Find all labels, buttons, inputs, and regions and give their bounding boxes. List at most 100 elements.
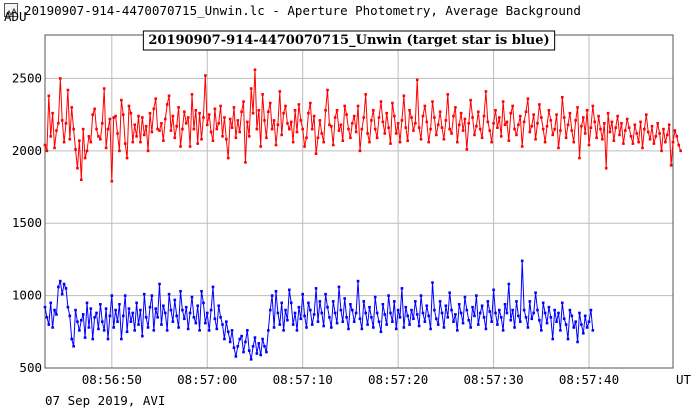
data-point xyxy=(312,114,316,118)
data-point xyxy=(499,135,503,138)
data-point xyxy=(318,119,322,122)
data-point xyxy=(104,146,108,150)
data-point xyxy=(110,294,114,297)
data-point xyxy=(112,326,116,329)
data-point xyxy=(234,355,238,358)
data-point xyxy=(366,132,369,135)
data-point xyxy=(459,311,463,315)
data-point xyxy=(242,100,245,103)
data-point xyxy=(589,126,593,129)
data-point xyxy=(135,301,138,305)
data-point xyxy=(543,140,547,144)
data-point xyxy=(217,304,221,308)
data-point xyxy=(440,311,444,315)
data-point xyxy=(339,308,343,312)
data-point xyxy=(288,127,291,131)
data-point xyxy=(581,116,585,119)
data-point xyxy=(393,114,396,118)
data-point xyxy=(267,329,270,332)
data-point xyxy=(125,156,129,160)
data-point xyxy=(492,122,495,125)
data-point xyxy=(114,308,117,312)
data-point xyxy=(165,329,169,332)
data-point xyxy=(142,133,146,137)
data-point xyxy=(307,111,310,115)
data-point xyxy=(406,139,409,142)
data-point xyxy=(305,136,308,140)
data-point xyxy=(358,149,362,153)
data-point xyxy=(93,316,96,319)
data-point xyxy=(404,305,408,309)
data-point xyxy=(456,140,459,144)
data-point xyxy=(293,311,297,315)
data-point xyxy=(532,113,535,116)
data-point xyxy=(303,314,306,318)
data-point xyxy=(629,135,633,138)
data-point xyxy=(85,149,89,153)
data-point xyxy=(314,287,318,290)
data-point xyxy=(440,126,444,129)
data-point xyxy=(631,142,635,145)
data-point xyxy=(200,289,203,293)
data-point xyxy=(553,127,556,131)
data-point xyxy=(505,311,509,315)
data-point xyxy=(240,334,243,338)
data-point xyxy=(557,311,560,315)
data-point xyxy=(205,311,209,315)
data-point xyxy=(171,320,175,323)
data-point xyxy=(648,137,652,141)
data-point xyxy=(469,98,472,102)
data-point xyxy=(349,136,352,140)
data-point xyxy=(622,142,625,145)
data-point xyxy=(402,326,406,329)
data-point xyxy=(572,326,576,329)
data-point xyxy=(429,327,432,331)
data-point xyxy=(309,101,312,105)
data-point xyxy=(316,320,320,323)
data-point xyxy=(114,114,117,118)
data-point xyxy=(173,136,177,140)
data-point xyxy=(152,107,156,111)
data-point xyxy=(351,122,354,125)
data-point xyxy=(522,120,526,124)
data-point xyxy=(530,124,534,128)
data-point xyxy=(282,329,285,332)
data-point xyxy=(433,308,436,312)
data-point xyxy=(564,136,568,140)
data-point xyxy=(339,123,343,127)
data-point xyxy=(494,108,497,112)
data-point xyxy=(267,110,270,114)
data-point xyxy=(57,122,60,125)
series-line xyxy=(44,69,682,182)
data-point xyxy=(375,136,379,140)
data-point xyxy=(165,103,169,106)
date-footer: 07 Sep 2019, AVI xyxy=(45,393,166,408)
data-point xyxy=(120,337,123,341)
data-point xyxy=(635,132,639,135)
data-point xyxy=(467,318,471,322)
x-tick-label: 08:57:00 xyxy=(177,372,237,387)
data-point xyxy=(79,318,83,322)
data-point xyxy=(465,308,469,312)
data-point xyxy=(322,324,325,328)
data-point xyxy=(568,111,572,115)
data-point xyxy=(286,318,289,322)
data-point xyxy=(244,340,247,344)
data-point xyxy=(169,129,173,132)
data-point xyxy=(173,298,177,302)
data-point xyxy=(144,316,148,319)
data-point xyxy=(72,127,75,131)
data-point xyxy=(102,87,106,90)
data-point xyxy=(442,326,446,329)
data-point xyxy=(93,107,96,111)
data-point xyxy=(188,311,192,315)
data-point xyxy=(207,329,211,332)
data-point xyxy=(473,314,476,318)
data-point xyxy=(280,133,283,137)
data-point xyxy=(366,323,369,326)
data-point xyxy=(142,292,146,296)
data-point xyxy=(446,316,450,319)
data-point xyxy=(373,127,377,131)
data-point xyxy=(291,323,295,326)
data-point xyxy=(394,327,398,331)
